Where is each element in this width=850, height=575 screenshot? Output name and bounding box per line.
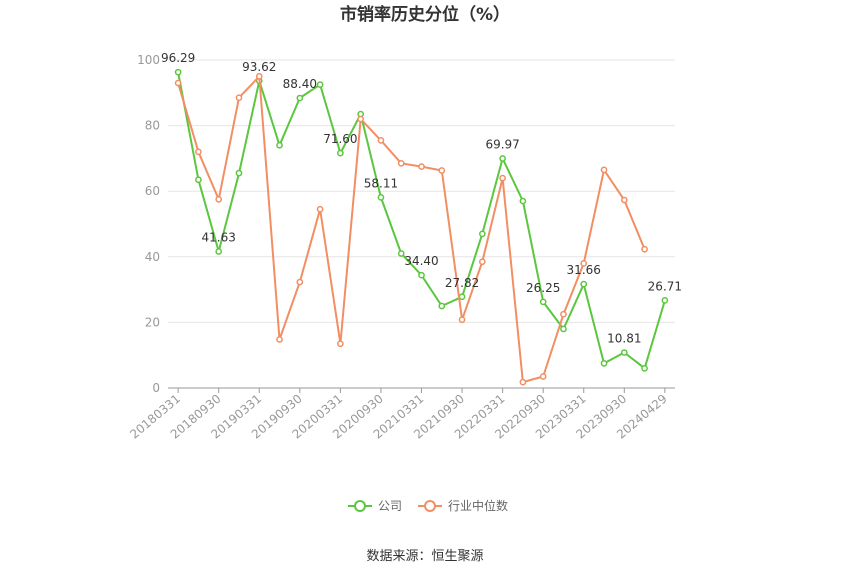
data-point[interactable] [235,94,243,102]
data-point[interactable] [215,248,223,255]
source-note: 数据来源：恒生聚源 [366,549,483,564]
data-point[interactable] [580,260,588,267]
y-tick-label: 100 [137,53,160,67]
data-label: 26.71 [648,279,682,293]
data-point[interactable] [600,166,608,174]
data-point[interactable] [458,293,466,301]
data-point[interactable] [620,196,628,204]
data-point[interactable] [215,196,223,203]
data-label: 10.81 [607,332,641,346]
data-point[interactable] [438,302,446,310]
chart-title: 市销率历史分位（%） [340,4,510,25]
data-point[interactable] [397,159,405,167]
data-point[interactable] [519,197,527,205]
y-tick-label: 40 [145,250,160,264]
data-point[interactable] [174,79,182,87]
data-point[interactable] [458,316,466,324]
data-point[interactable] [316,81,324,88]
y-tick-label: 20 [145,315,160,329]
data-point[interactable] [377,137,385,144]
data-point[interactable] [337,340,344,348]
data-labels: 96.29 41.63 93.62 88.40 71.60 58.11 34.40 27.82… [161,51,682,345]
data-point[interactable] [235,169,243,177]
data-point[interactable] [195,148,202,156]
y-tick-label: 0 [152,381,160,395]
data-point[interactable] [357,115,365,123]
data-point[interactable] [195,176,202,184]
data-point[interactable] [397,250,405,257]
data-point[interactable] [276,336,283,343]
data-point[interactable] [539,373,547,380]
data-point[interactable] [641,245,648,253]
data-point[interactable] [661,297,669,304]
data-point[interactable] [418,163,425,170]
data-point[interactable] [296,278,304,286]
data-point[interactable] [174,68,182,76]
data-label: 69.97 [485,137,519,151]
data-label: 27.82 [445,276,479,290]
series-line [177,72,666,370]
data-point[interactable] [296,94,304,102]
y-tick-label: 60 [145,184,160,198]
series-line [177,75,646,384]
data-label: 26.25 [526,281,560,295]
data-point[interactable] [478,258,486,266]
data-label: 93.62 [242,60,276,74]
grid [168,59,675,323]
data-point[interactable] [337,149,344,157]
data-label: 88.40 [283,77,317,91]
data-point[interactable] [560,310,567,318]
data-label: 71.60 [323,132,357,146]
data-point[interactable] [519,378,527,386]
y-tick-label: 80 [145,119,160,133]
data-point[interactable] [560,325,567,333]
data-point[interactable] [580,280,588,288]
legend-swatch-marker [424,500,436,512]
data-point[interactable] [600,360,608,367]
data-label: 34.40 [404,254,438,268]
data-point[interactable] [499,174,506,182]
legend-swatch-marker [354,500,366,512]
data-point[interactable] [539,298,547,306]
legend-item-industry-median[interactable]: 行业中位数 [418,498,508,513]
series-industry-median [174,73,648,386]
legend[interactable]: 公司 行业中位数 [348,498,508,513]
legend-label: 公司 [378,499,402,513]
data-point[interactable] [620,349,628,356]
data-point[interactable] [478,230,486,238]
data-point[interactable] [438,167,446,174]
legend-label: 行业中位数 [448,498,508,513]
data-point[interactable] [316,205,324,213]
data-point[interactable] [418,271,425,279]
data-point[interactable] [276,141,283,149]
data-label: 31.66 [567,263,601,277]
data-label: 58.11 [364,176,398,190]
axes: 0204060801002018033120180930201903312019… [127,53,675,442]
data-label: 96.29 [161,51,195,65]
data-point[interactable] [499,155,506,162]
data-point[interactable] [641,364,648,372]
data-point[interactable] [377,194,385,201]
data-label: 41.63 [202,230,236,244]
series [174,68,669,386]
data-point[interactable] [255,73,263,80]
legend-item-company[interactable]: 公司 [348,499,402,513]
